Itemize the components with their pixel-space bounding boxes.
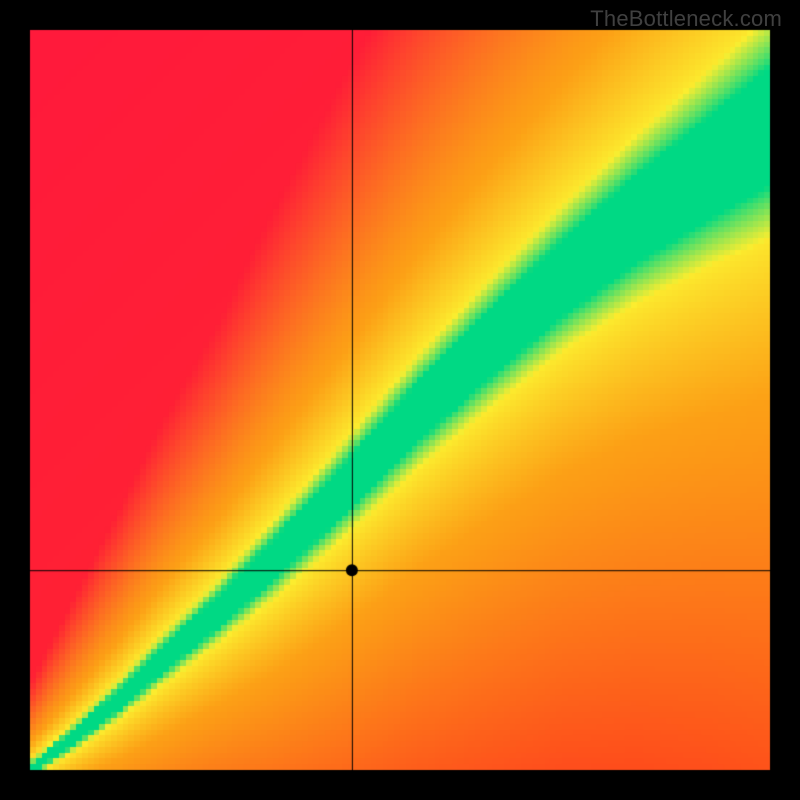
bottleneck-heatmap	[0, 0, 800, 800]
watermark-text: TheBottleneck.com	[590, 6, 782, 32]
